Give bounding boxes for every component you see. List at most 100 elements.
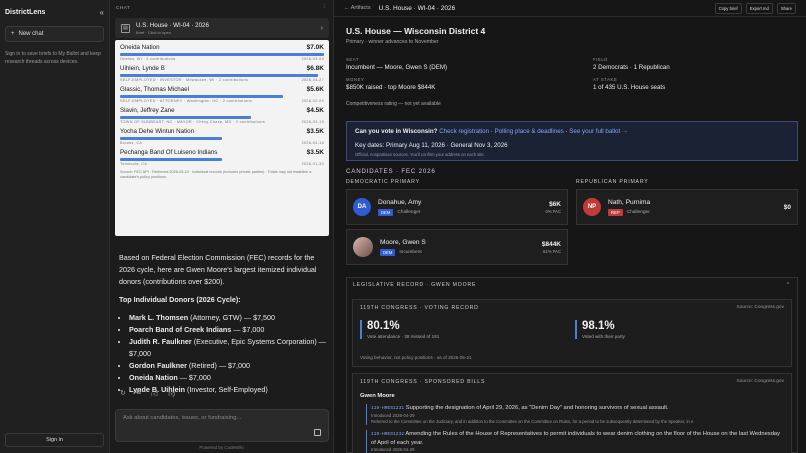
- donor-bar: [120, 53, 324, 56]
- donor-detail: (Retired) — $7,000: [186, 361, 251, 370]
- donor-header: Oneida Nation $7.0K: [120, 44, 324, 51]
- bill-id-link[interactable]: 119-HRES1232: [371, 432, 405, 437]
- new-chat-button[interactable]: + New chat: [5, 26, 104, 42]
- bill-item[interactable]: 119-HRES1231 Supporting the designation …: [366, 404, 784, 425]
- party-badge: DEM: [380, 248, 396, 256]
- donor-date: 2026-02-09: [301, 99, 324, 103]
- assistant-answer: Based on Federal Election Commission (FE…: [119, 252, 327, 396]
- bill-introduced: Introduced 2026-04-29: [371, 413, 415, 418]
- candidate-name: Nath, Purnima: [608, 198, 651, 206]
- legislative-record-header[interactable]: LEGISLATIVE RECORD · GWEN MOORE ⌃: [347, 278, 797, 292]
- composer-placeholder: Ask about candidates, issues, or fundrai…: [123, 415, 242, 421]
- sign-in-note: Sign in to save briefs to My Ballot and …: [5, 51, 101, 65]
- donor-detail: (Investor, Self-Employed): [185, 385, 268, 394]
- donor-date: 2026-03-04: [301, 57, 324, 61]
- candidate-name: Donahue, Amy: [378, 198, 422, 206]
- stake-fact: AT STAKE 1 of 435 U.S. House seats: [593, 77, 665, 91]
- retry-icon[interactable]: ↻: [120, 390, 126, 397]
- copy-icon[interactable]: ⧉: [135, 389, 141, 396]
- donor-amount: $4.5K: [306, 107, 324, 114]
- donor-amount: $5.6K: [306, 86, 324, 93]
- vote-question-line: Can you vote in Wisconsin? Check registr…: [355, 128, 789, 135]
- donor-bar: [120, 158, 222, 161]
- party-badge: DEM: [378, 208, 394, 216]
- answer-list-item: Gordon Faulkner (Retired) — $7,000: [129, 360, 327, 372]
- key-dates-note: Official, nonpartisan sources. You'll co…: [355, 152, 485, 157]
- answer-list-item: Lynde B. Uihlein (Investor, Self-Employe…: [129, 384, 327, 396]
- voting-record-source: Source: Congress.gov: [736, 305, 784, 310]
- donor-details: Brooks, CA: [120, 141, 143, 145]
- candidate-card[interactable]: NP Nath, Purnima REP Challenger $0: [576, 189, 798, 225]
- collapse-sidebar-icon[interactable]: «: [99, 7, 104, 17]
- back-to-artifacts-link[interactable]: ← Artifacts: [344, 5, 371, 11]
- donor-date: 2026-04-16: [301, 141, 324, 145]
- artifact-header: ← Artifacts U.S. House · WI-04 · 2026 Co…: [334, 0, 806, 17]
- donor-row: Oneida Nation $7.0K Oneida, WI · 2 contrib…: [120, 44, 324, 61]
- more-icon[interactable]: ⋮: [321, 4, 327, 9]
- donor-amount: $6.8K: [306, 65, 324, 72]
- bill-title: Amending the Rules of the House of Repre…: [371, 431, 781, 446]
- answer-list: Mark L. Thomsen (Attorney, GTW) — $7,500…: [119, 312, 327, 396]
- check-registration-link[interactable]: Check registration: [439, 128, 490, 135]
- chat-panel: CHAT ⋮ ▤ U.S. House · WI-04 · 2026 Brief…: [110, 0, 334, 453]
- bill-item[interactable]: 119-HRES1232 Amending the Rules of the H…: [366, 430, 784, 453]
- artifact-actions: Copy brief Export md Share: [714, 2, 796, 14]
- sponsored-bills-title: 119TH CONGRESS · SPONSORED BILLS: [360, 379, 486, 385]
- party-unity-value: 98.1%: [582, 320, 615, 332]
- donor-meta: SELF-EMPLOYED · ATTORNEY · Washington, D…: [120, 99, 324, 103]
- bill-id-link[interactable]: 119-HRES1231: [371, 406, 405, 411]
- candidate-photo: [353, 237, 373, 257]
- bill-introduced: Introduced 2026-04-29: [371, 447, 415, 452]
- donor-row: Glassic, Thomas Michael $5.6K SELF-EMPLOYE…: [120, 86, 324, 103]
- thumbs-down-icon[interactable]: 👎︎: [168, 391, 176, 398]
- donor-amount: $3.5K: [306, 128, 324, 135]
- donor-header: Uihlein, Lynde B $6.8K: [120, 65, 324, 72]
- answer-list-item: Poarch Band of Creek Indians — $7,000: [129, 324, 327, 336]
- artifact-panel: ← Artifacts U.S. House · WI-04 · 2026 Co…: [334, 0, 806, 453]
- share-button[interactable]: Share: [776, 2, 796, 14]
- chat-header-label: CHAT: [116, 4, 131, 10]
- new-chat-label: New chat: [18, 31, 44, 37]
- chat-composer[interactable]: Ask about candidates, issues, or fundrai…: [115, 409, 329, 442]
- polling-place-link[interactable]: Polling place & deadlines: [494, 128, 564, 135]
- donor-row: Slavin, Jeffrey Zane $4.5K TOWN OF SUNBEAS…: [120, 107, 324, 124]
- thumbs-up-icon[interactable]: 👍︎: [150, 391, 159, 398]
- brief-card[interactable]: ▤ U.S. House · WI-04 · 2026 Brief · Clic…: [115, 18, 329, 38]
- plus-icon: +: [11, 31, 15, 37]
- donor-row: Pechanga Band Of Luiseno Indians $3.5K Tem…: [120, 149, 324, 166]
- donor-header: Pechanga Band Of Luiseno Indians $3.5K: [120, 149, 324, 156]
- donor-bar: [120, 95, 284, 98]
- candidate-card[interactable]: Moore, Gwen S DEM Incumbent $844K 61% PAC: [346, 229, 568, 265]
- donor-bar: [120, 74, 318, 77]
- answer-list-item: Judith R. Faulkner (Executive, Epic Syst…: [129, 336, 327, 360]
- copy-brief-button[interactable]: Copy brief: [714, 2, 742, 14]
- avatar: DA: [353, 198, 371, 216]
- donor-name: Yocha Dehe Wintun Nation: [120, 128, 195, 135]
- donor-meta: SELF-EMPLOYED · INVESTOR · Milwaukee, WI…: [120, 78, 324, 82]
- full-ballot-link[interactable]: See your full ballot →: [569, 128, 629, 135]
- donor-source-note: Source: FEC API · Retrieved 2026-05-10 ·…: [120, 170, 312, 179]
- donor-date: 2026-01-30: [301, 162, 324, 166]
- brief-subtitle: Brief · Click to open: [136, 29, 171, 35]
- export-md-button[interactable]: Export md: [745, 2, 773, 14]
- vote-question: Can you vote in Wisconsin?: [355, 128, 438, 135]
- send-button[interactable]: [314, 429, 321, 436]
- candidate-raised: $844K: [541, 240, 561, 248]
- donor-details: SELF-EMPLOYED · INVESTOR · Milwaukee, WI…: [120, 78, 249, 82]
- brand-row: DistrictLens «: [5, 6, 104, 18]
- voting-info-box: Can you vote in Wisconsin? Check registr…: [346, 121, 798, 161]
- donor-date: 2026-03-15: [301, 120, 324, 124]
- answer-list-item: Mark L. Thomsen (Attorney, GTW) — $7,500: [129, 312, 327, 324]
- sponsor-name: Gwen Moore: [360, 393, 395, 399]
- district-title: U.S. House — Wisconsin District 4: [346, 26, 486, 36]
- candidate-card[interactable]: DA Donahue, Amy DEM Challenger $6K 0% PAC: [346, 189, 568, 225]
- sign-in-button[interactable]: Sign in: [5, 433, 104, 447]
- chevron-up-icon[interactable]: ⌃: [785, 282, 791, 288]
- voting-record-note: Voting behavior, not policy positions · …: [360, 355, 472, 360]
- donor-list: Oneida Nation $7.0K Oneida, WI · 2 contrib…: [115, 40, 329, 236]
- attendance-label: Vote attendance · 38 missed of 191: [367, 334, 440, 339]
- donor-name: Glassic, Thomas Michael: [120, 86, 190, 93]
- voting-record-title: 119TH CONGRESS · VOTING RECORD: [360, 305, 479, 311]
- candidate-role: Challenger: [626, 209, 650, 215]
- candidate-raised: $0: [783, 203, 791, 211]
